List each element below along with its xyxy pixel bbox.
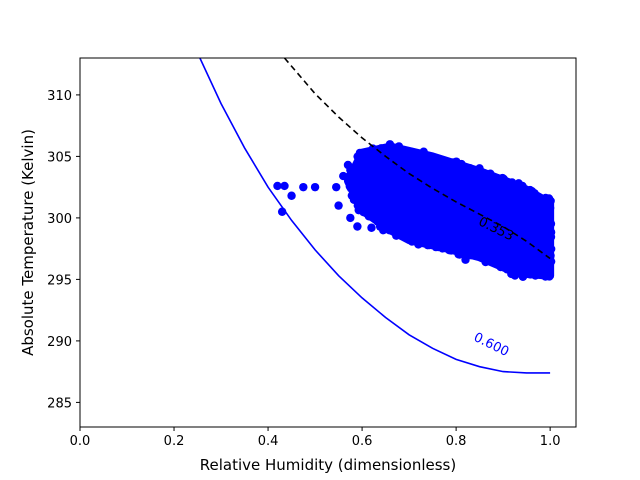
scatter-point: [544, 263, 554, 272]
scatter-point: [485, 170, 494, 180]
x-tick-label: 0.6: [352, 434, 373, 449]
scatter-point: [427, 154, 436, 163]
scatter-point: [414, 240, 423, 249]
x-tick-label: 0.2: [164, 434, 185, 449]
scatter-point: [499, 174, 508, 184]
contour-label-background: [469, 327, 515, 361]
scatter-point: [458, 162, 468, 171]
scatter-point: [454, 250, 463, 259]
scatter-point: [332, 182, 341, 192]
scatter-point: [546, 244, 556, 254]
scatter-point: [310, 182, 320, 192]
scatter-point: [442, 158, 451, 167]
scatter-point: [496, 262, 506, 271]
scatter-point: [347, 191, 357, 200]
x-tick-label: 1.0: [540, 434, 561, 449]
y-axis-label: Absolute Temperature (Kelvin): [19, 129, 37, 356]
scatter-point: [273, 181, 282, 191]
scatter-point: [379, 226, 388, 235]
y-tick-label: 285: [47, 396, 72, 411]
scatter-point: [345, 182, 354, 191]
scatter-point: [534, 195, 544, 204]
scatter-point: [546, 219, 556, 228]
scatter-point: [394, 142, 404, 151]
x-tick-label: 0.4: [258, 434, 279, 449]
y-tick-label: 305: [47, 150, 72, 165]
tick-layer: 0.0 0.2 0.4 0.6 0.8 1.0 285 290 295 300 305 310: [47, 89, 560, 449]
contour-line-solid: [199, 58, 551, 374]
scatter-point: [546, 232, 556, 242]
contour-line-dashed: [283, 58, 551, 260]
scatter-point: [385, 140, 395, 149]
y-tick-label: 295: [47, 273, 72, 288]
scatter-point: [392, 226, 401, 235]
scatter-point: [280, 181, 289, 191]
x-tick-label: 0.0: [70, 434, 91, 449]
x-axis-label: Relative Humidity (dimensionless): [200, 456, 456, 474]
scatter-point: [334, 201, 343, 210]
scatter-point: [546, 196, 555, 206]
scatter-point: [502, 265, 512, 274]
scatter-point: [507, 179, 516, 188]
scatter-point: [339, 171, 348, 181]
scatter-point: [461, 255, 470, 264]
scatter-point: [367, 223, 376, 232]
scatter-point: [357, 149, 367, 159]
scatter-point: [346, 213, 355, 223]
x-tick-label: 0.8: [446, 434, 467, 449]
scatter-point: [545, 203, 555, 213]
scatter-point: [477, 168, 487, 177]
scatter-point: [287, 191, 296, 200]
scatter-point: [353, 222, 362, 231]
y-tick-label: 290: [47, 335, 72, 350]
scatter-point: [373, 217, 383, 226]
scatter-point: [354, 158, 363, 168]
scatter-point: [343, 160, 353, 170]
axes-frame: [79, 57, 577, 428]
scatter-point: [541, 270, 550, 279]
y-tick-label: 310: [47, 89, 72, 104]
scatter-point: [419, 147, 428, 156]
scatter-point: [423, 240, 432, 250]
scatter-point: [299, 182, 308, 192]
y-tick-label: 300: [47, 212, 72, 227]
